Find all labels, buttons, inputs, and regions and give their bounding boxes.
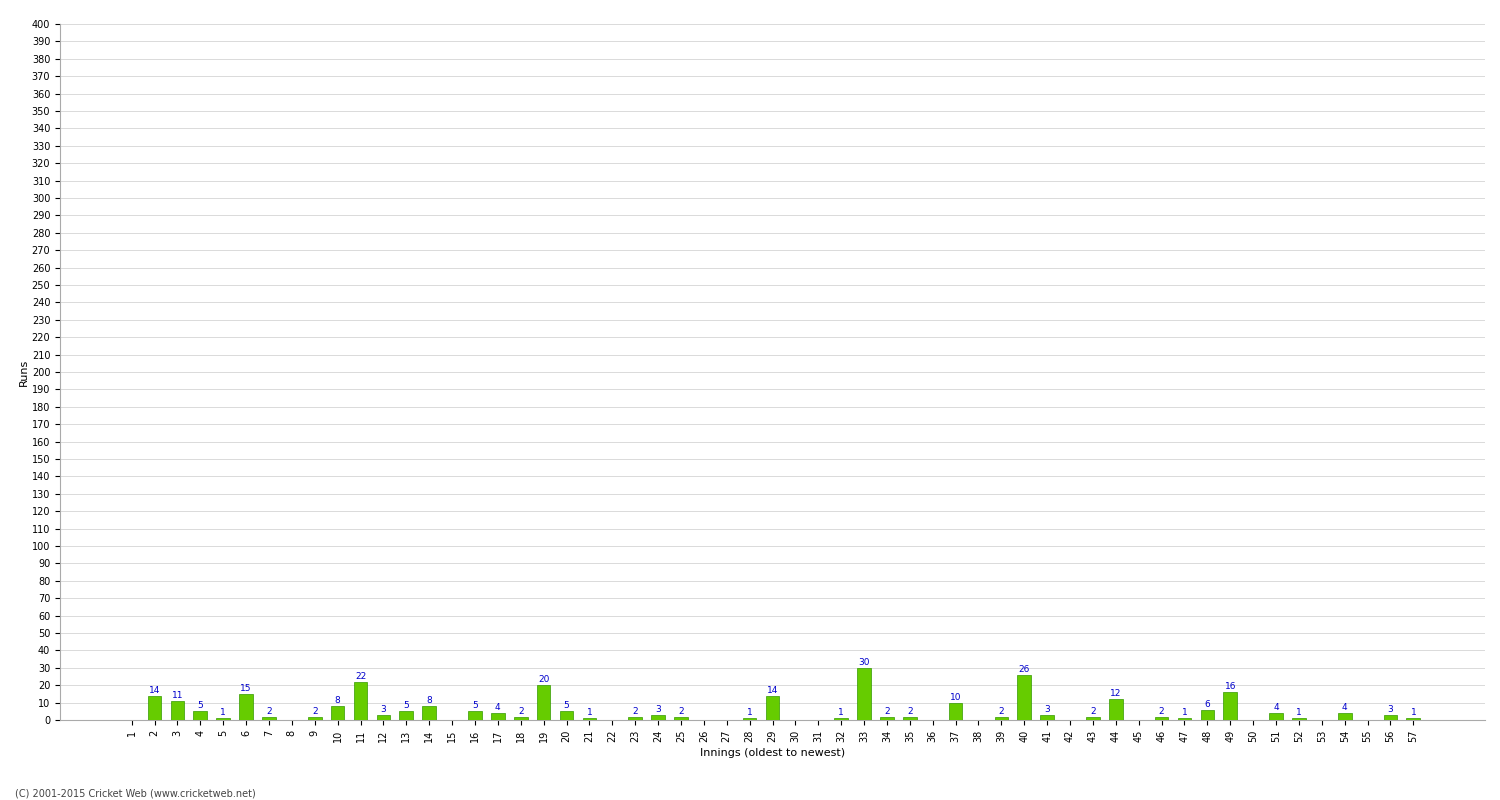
Text: 1: 1: [839, 708, 844, 718]
Bar: [262, 717, 276, 720]
Text: 1: 1: [586, 708, 592, 718]
Bar: [332, 706, 345, 720]
Text: 5: 5: [472, 702, 478, 710]
Bar: [582, 718, 597, 720]
Text: 14: 14: [766, 686, 778, 694]
Bar: [628, 717, 642, 720]
Text: (C) 2001-2015 Cricket Web (www.cricketweb.net): (C) 2001-2015 Cricket Web (www.cricketwe…: [15, 788, 255, 798]
Text: 3: 3: [381, 705, 387, 714]
Text: 8: 8: [426, 696, 432, 706]
Text: 10: 10: [950, 693, 962, 702]
Bar: [216, 718, 229, 720]
Y-axis label: Runs: Runs: [20, 358, 28, 386]
Bar: [490, 713, 504, 720]
Text: 20: 20: [538, 675, 549, 684]
Text: 2: 2: [908, 706, 912, 716]
Bar: [674, 717, 688, 720]
Text: 1: 1: [220, 708, 226, 718]
Bar: [423, 706, 436, 720]
Bar: [1269, 713, 1282, 720]
Text: 5: 5: [564, 702, 570, 710]
Text: 30: 30: [858, 658, 870, 667]
Text: 4: 4: [495, 703, 501, 712]
Text: 2: 2: [884, 706, 890, 716]
Bar: [376, 714, 390, 720]
Bar: [1383, 714, 1398, 720]
Text: 3: 3: [1044, 705, 1050, 714]
Bar: [147, 696, 162, 720]
Bar: [1041, 714, 1054, 720]
Text: 12: 12: [1110, 690, 1122, 698]
Bar: [468, 711, 482, 720]
Text: 3: 3: [1388, 705, 1394, 714]
Text: 2: 2: [678, 706, 684, 716]
Bar: [537, 685, 550, 720]
Text: 2: 2: [1090, 706, 1095, 716]
Bar: [765, 696, 780, 720]
Text: 2: 2: [633, 706, 638, 716]
Text: 2: 2: [1160, 706, 1164, 716]
Bar: [308, 717, 321, 720]
Bar: [1292, 718, 1306, 720]
Bar: [194, 711, 207, 720]
Bar: [651, 714, 664, 720]
Bar: [994, 717, 1008, 720]
Text: 11: 11: [171, 691, 183, 700]
Text: 15: 15: [240, 684, 252, 693]
Bar: [1086, 717, 1100, 720]
Bar: [1200, 710, 1214, 720]
X-axis label: Innings (oldest to newest): Innings (oldest to newest): [700, 748, 844, 758]
Bar: [1017, 674, 1031, 720]
Bar: [238, 694, 254, 720]
Bar: [742, 718, 756, 720]
Bar: [903, 717, 916, 720]
Text: 26: 26: [1019, 665, 1031, 674]
Bar: [399, 711, 412, 720]
Text: 2: 2: [266, 706, 272, 716]
Bar: [1178, 718, 1191, 720]
Bar: [1407, 718, 1420, 720]
Bar: [856, 668, 871, 720]
Text: 2: 2: [312, 706, 318, 716]
Text: 2: 2: [518, 706, 524, 716]
Text: 2: 2: [999, 706, 1004, 716]
Text: 1: 1: [1182, 708, 1188, 718]
Text: 1: 1: [1410, 708, 1416, 718]
Bar: [880, 717, 894, 720]
Text: 16: 16: [1224, 682, 1236, 691]
Bar: [514, 717, 528, 720]
Text: 22: 22: [356, 672, 366, 681]
Text: 6: 6: [1204, 700, 1210, 709]
Bar: [834, 718, 848, 720]
Bar: [1155, 717, 1168, 720]
Bar: [1108, 699, 1122, 720]
Text: 5: 5: [198, 702, 202, 710]
Text: 4: 4: [1274, 703, 1280, 712]
Text: 3: 3: [656, 705, 662, 714]
Bar: [1338, 713, 1352, 720]
Text: 5: 5: [404, 702, 410, 710]
Text: 1: 1: [747, 708, 753, 718]
Bar: [354, 682, 368, 720]
Text: 14: 14: [148, 686, 160, 694]
Bar: [948, 702, 963, 720]
Bar: [171, 701, 184, 720]
Text: 1: 1: [1296, 708, 1302, 718]
Text: 4: 4: [1342, 703, 1347, 712]
Bar: [560, 711, 573, 720]
Bar: [1224, 692, 1238, 720]
Text: 8: 8: [334, 696, 340, 706]
